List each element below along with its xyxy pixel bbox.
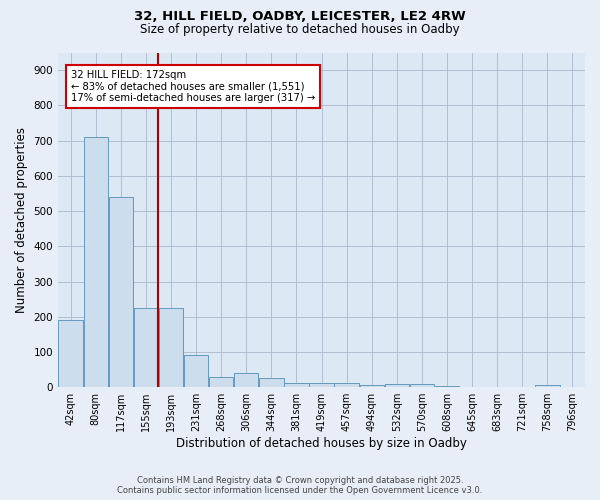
- Bar: [134, 308, 158, 387]
- Bar: [209, 376, 233, 387]
- Text: Size of property relative to detached houses in Oadby: Size of property relative to detached ho…: [140, 22, 460, 36]
- Bar: [359, 386, 384, 387]
- Bar: [259, 378, 284, 387]
- X-axis label: Distribution of detached houses by size in Oadby: Distribution of detached houses by size …: [176, 437, 467, 450]
- Text: 32, HILL FIELD, OADBY, LEICESTER, LE2 4RW: 32, HILL FIELD, OADBY, LEICESTER, LE2 4R…: [134, 10, 466, 23]
- Bar: [159, 308, 183, 387]
- Bar: [435, 386, 459, 387]
- Bar: [184, 356, 208, 387]
- Bar: [234, 373, 259, 387]
- Bar: [535, 384, 560, 387]
- Bar: [58, 320, 83, 387]
- Bar: [410, 384, 434, 387]
- Text: 32 HILL FIELD: 172sqm
← 83% of detached houses are smaller (1,551)
17% of semi-d: 32 HILL FIELD: 172sqm ← 83% of detached …: [71, 70, 315, 103]
- Bar: [284, 383, 308, 387]
- Bar: [83, 137, 108, 387]
- Y-axis label: Number of detached properties: Number of detached properties: [15, 127, 28, 313]
- Text: Contains HM Land Registry data © Crown copyright and database right 2025.
Contai: Contains HM Land Registry data © Crown c…: [118, 476, 482, 495]
- Bar: [385, 384, 409, 387]
- Bar: [310, 383, 334, 387]
- Bar: [334, 383, 359, 387]
- Bar: [109, 197, 133, 387]
